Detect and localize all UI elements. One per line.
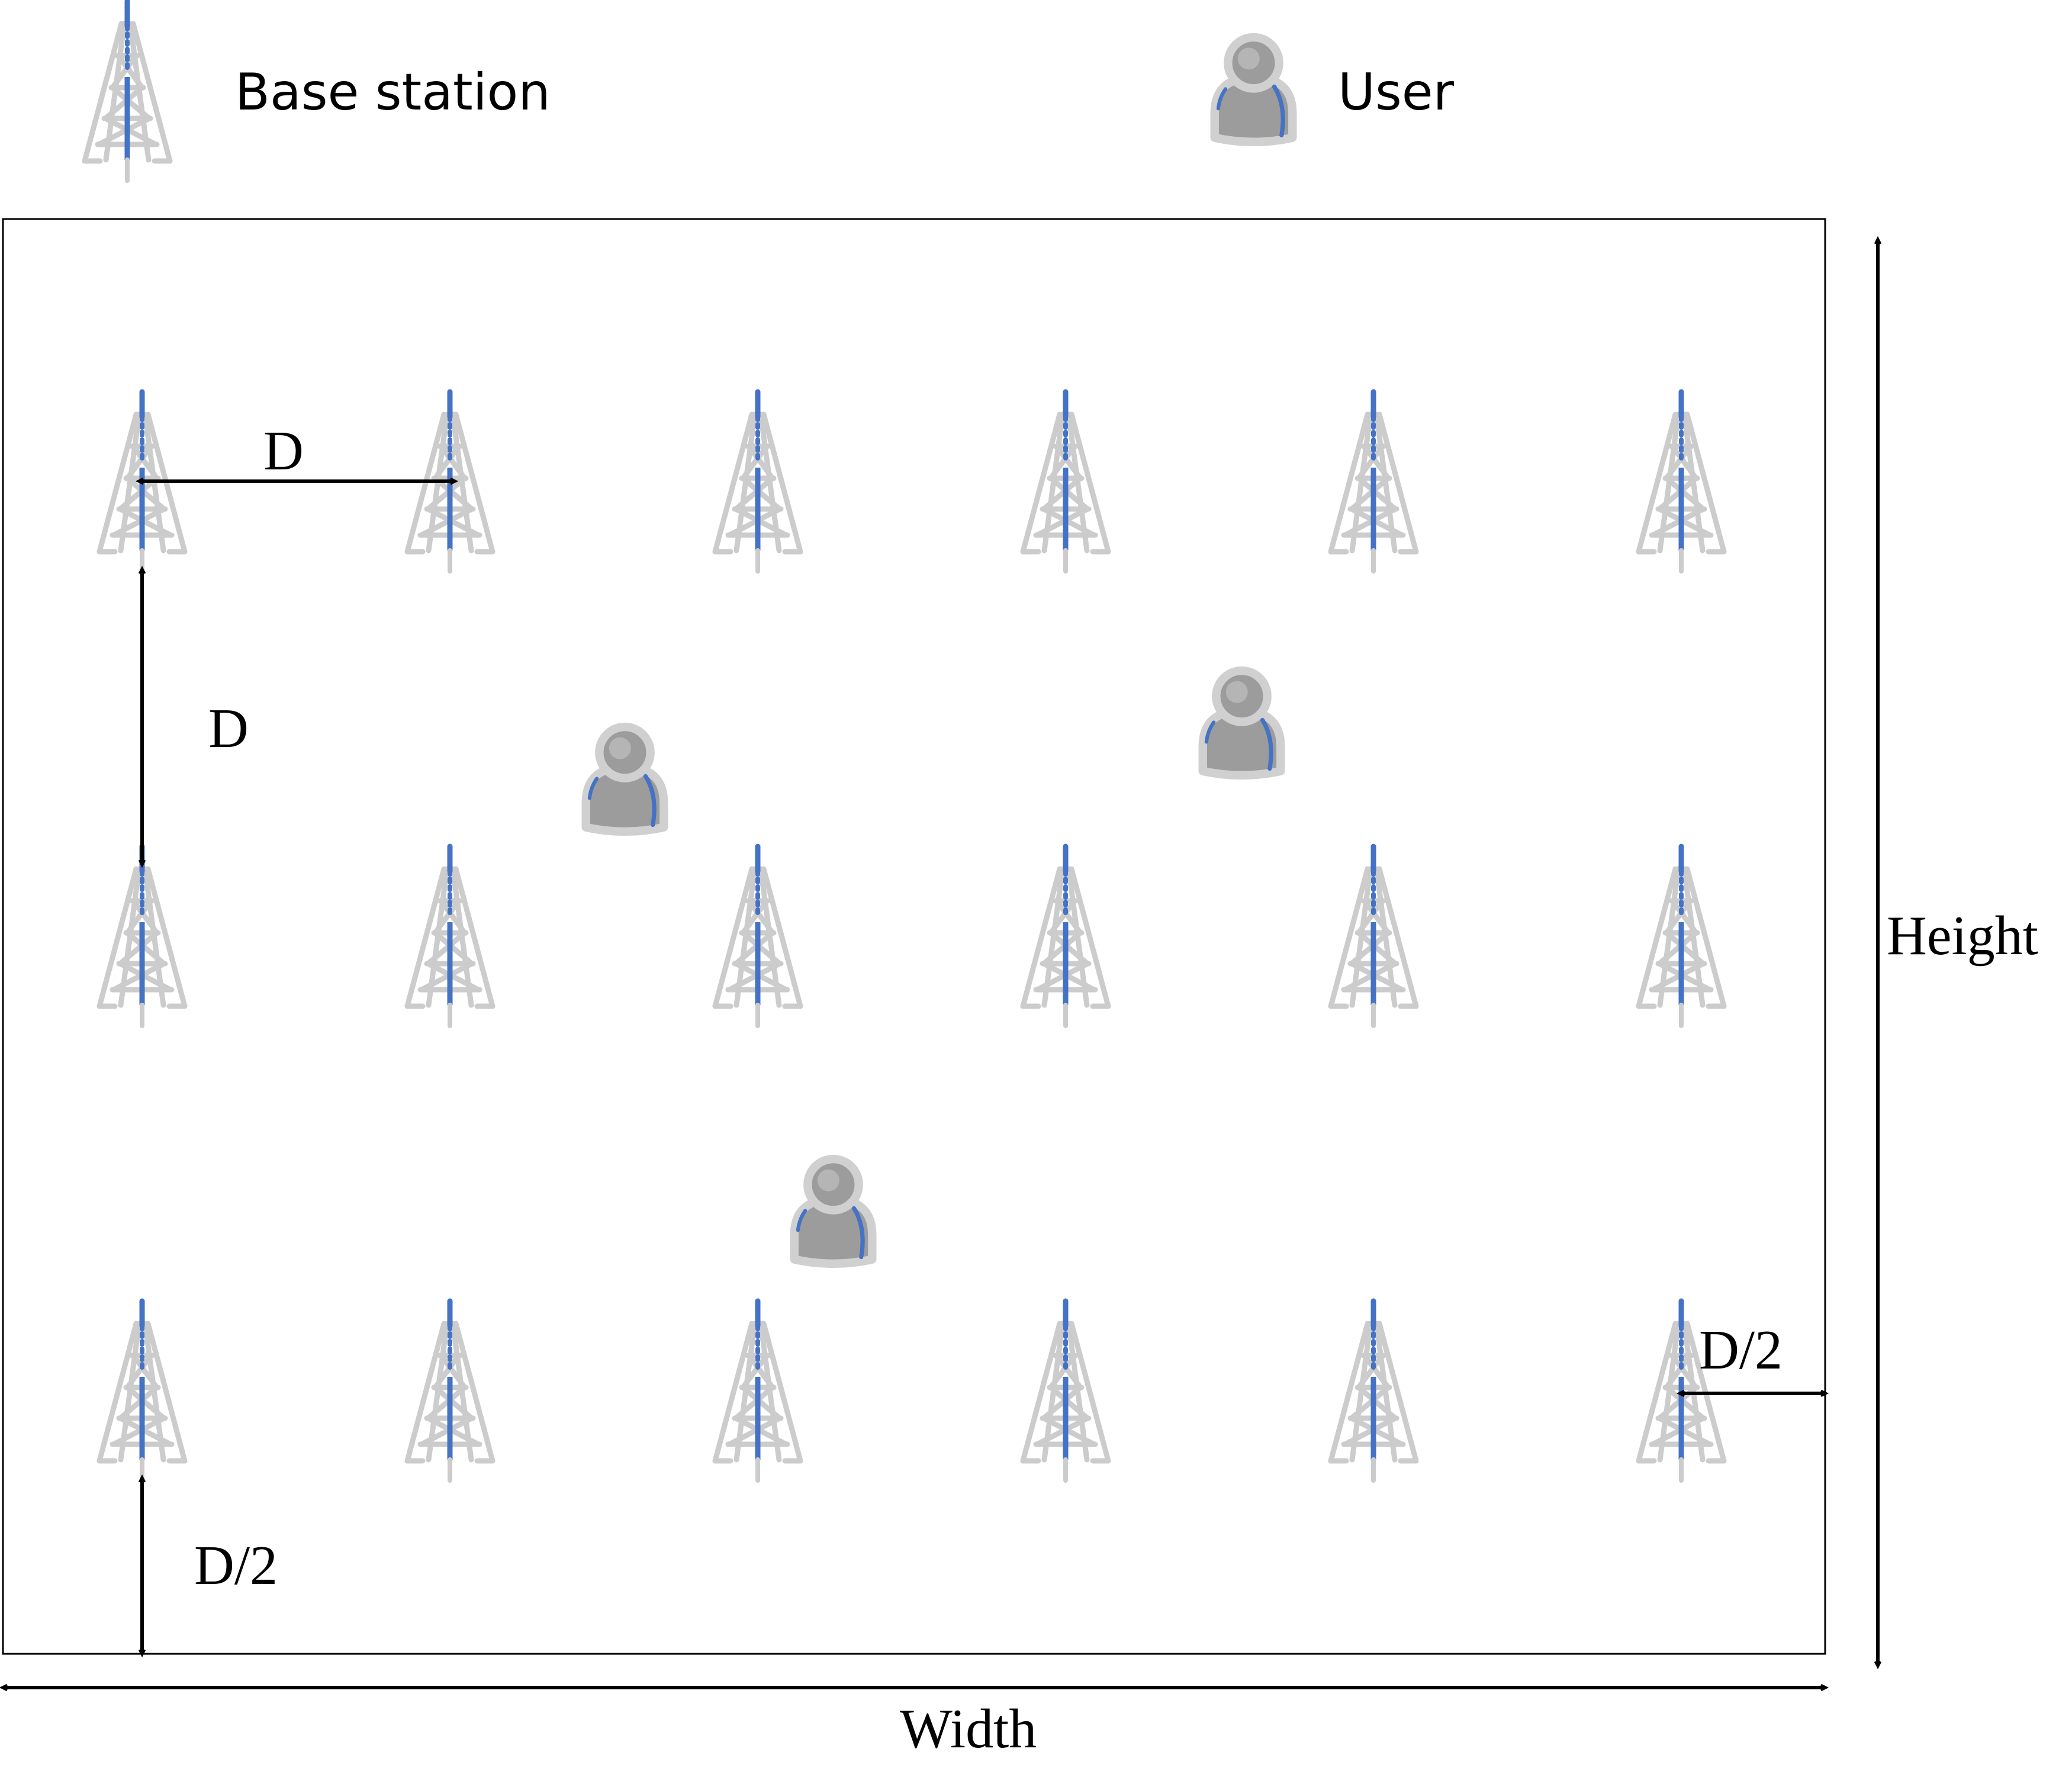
user-icon — [586, 727, 664, 832]
legend: Base station User — [85, 1, 1455, 181]
base-station-tower — [715, 392, 800, 571]
user-icon — [794, 1159, 873, 1264]
base-station-legend-icon — [85, 1, 170, 181]
base-station-tower — [1023, 392, 1108, 571]
base-station-tower — [1331, 392, 1416, 571]
horizontal-spacing-label: D — [263, 420, 304, 482]
user-legend-icon — [1215, 37, 1293, 142]
base-station-tower — [99, 846, 185, 1026]
base-station-grid — [99, 392, 1724, 1480]
base-station-tower — [407, 1301, 493, 1480]
dimension-arrows — [0, 236, 1882, 1692]
width-label: Width — [900, 1698, 1037, 1760]
height-label: Height — [1887, 905, 2038, 967]
base-station-tower — [1023, 846, 1108, 1026]
base-station-tower — [407, 846, 493, 1026]
base-station-tower — [715, 846, 800, 1026]
dimension-labels: D D D/2 D/2 Width Height — [194, 420, 2038, 1760]
base-station-tower — [715, 1301, 800, 1480]
coverage-area-boundary — [2, 218, 1826, 1655]
user-icon — [1203, 671, 1281, 775]
user-legend-label: User — [1338, 63, 1455, 122]
base-station-tower — [1639, 392, 1724, 571]
users — [586, 671, 1281, 1264]
base-station-tower — [1023, 1301, 1108, 1480]
base-station-tower — [1639, 846, 1724, 1026]
base-station-tower — [1331, 846, 1416, 1026]
base-station-tower — [99, 1301, 185, 1480]
bottom-edge-offset-label: D/2 — [194, 1535, 278, 1596]
base-station-tower — [1331, 1301, 1416, 1480]
right-edge-offset-label: D/2 — [1699, 1319, 1783, 1381]
vertical-spacing-label: D — [208, 698, 249, 759]
base-station-legend-label: Base station — [235, 63, 551, 122]
